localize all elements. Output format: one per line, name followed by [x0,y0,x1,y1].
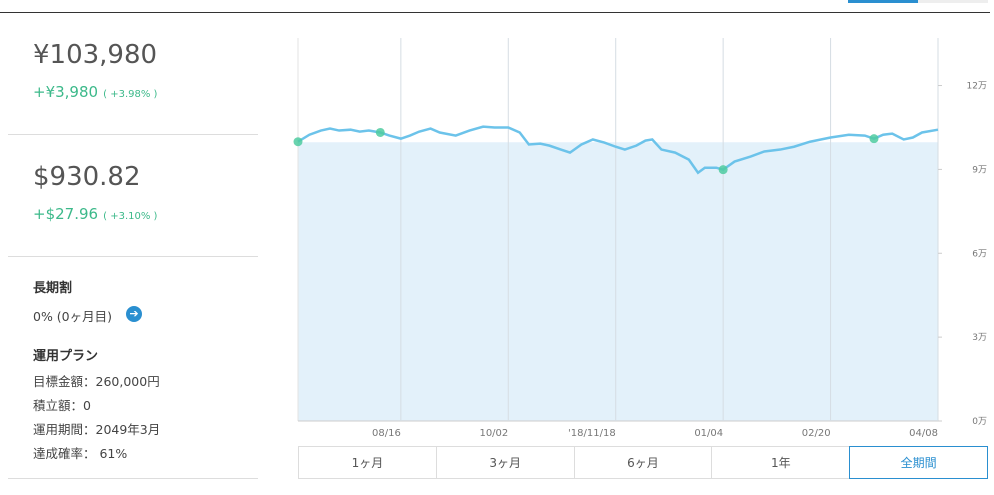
plan-row: 達成確率： 61% [33,446,128,461]
plan-row: 積立額：0 [33,398,91,413]
usd-change: +$27.96 [33,205,99,223]
x-tick-label: 10/02 [479,428,508,439]
separator [8,134,258,135]
arrow-button[interactable]: ➔ [126,306,142,322]
plan-title: 運用プラン [33,349,99,364]
usd-percent: ( +3.10% ) [103,211,158,222]
plan-row: 目標金額：260,000円 [33,374,160,389]
value-line [297,125,939,175]
x-tick-label: 02/20 [802,428,831,439]
period-button[interactable]: 1年 [711,446,851,479]
event-dot [718,165,728,175]
period-button[interactable]: 全期間 [849,446,988,479]
principal-area [298,141,938,421]
x-tick-label: 08/16 [372,428,401,439]
tab-indicator [848,0,918,3]
y-tick-label: 3万 [972,333,987,343]
period-button[interactable]: 1ヶ月 [298,446,437,479]
jpy-value: ¥103,980 [33,40,158,70]
chart: 08/16 10/02 '18/11/18 01/04 02/20 04/08 0万 3万 6万… [293,38,987,439]
y-tick-label: 12万 [967,82,987,92]
jpy-change-row: +¥3,980 ( +3.98% ) [33,82,157,101]
separator [8,478,258,479]
usd-value: $930.82 [33,162,141,192]
period-button[interactable]: 3ヶ月 [435,446,575,479]
usd-change-row: +$27.96 ( +3.10% ) [33,204,157,223]
separator [8,256,258,257]
x-tick-label: '18/11/18 [568,428,616,439]
long-term-title: 長期割 [33,281,73,296]
top-rule [0,12,990,13]
x-tick-label: 01/04 [694,428,723,439]
event-dot [375,127,385,137]
jpy-percent: ( +3.98% ) [103,89,158,100]
y-tick-label: 0万 [972,417,987,427]
y-tick-label: 6万 [972,249,987,259]
y-tick-label: 9万 [972,165,987,175]
jpy-change: +¥3,980 [33,83,99,101]
plan-row: 運用期間：2049年3月 [33,422,161,437]
long-term-text: 0% (0ヶ月目) [33,309,113,324]
event-dot [869,134,879,144]
x-tick-label: 04/08 [909,428,938,439]
period-button[interactable]: 6ヶ月 [573,446,713,479]
tab-indicator [918,0,988,3]
event-dot [293,137,303,147]
